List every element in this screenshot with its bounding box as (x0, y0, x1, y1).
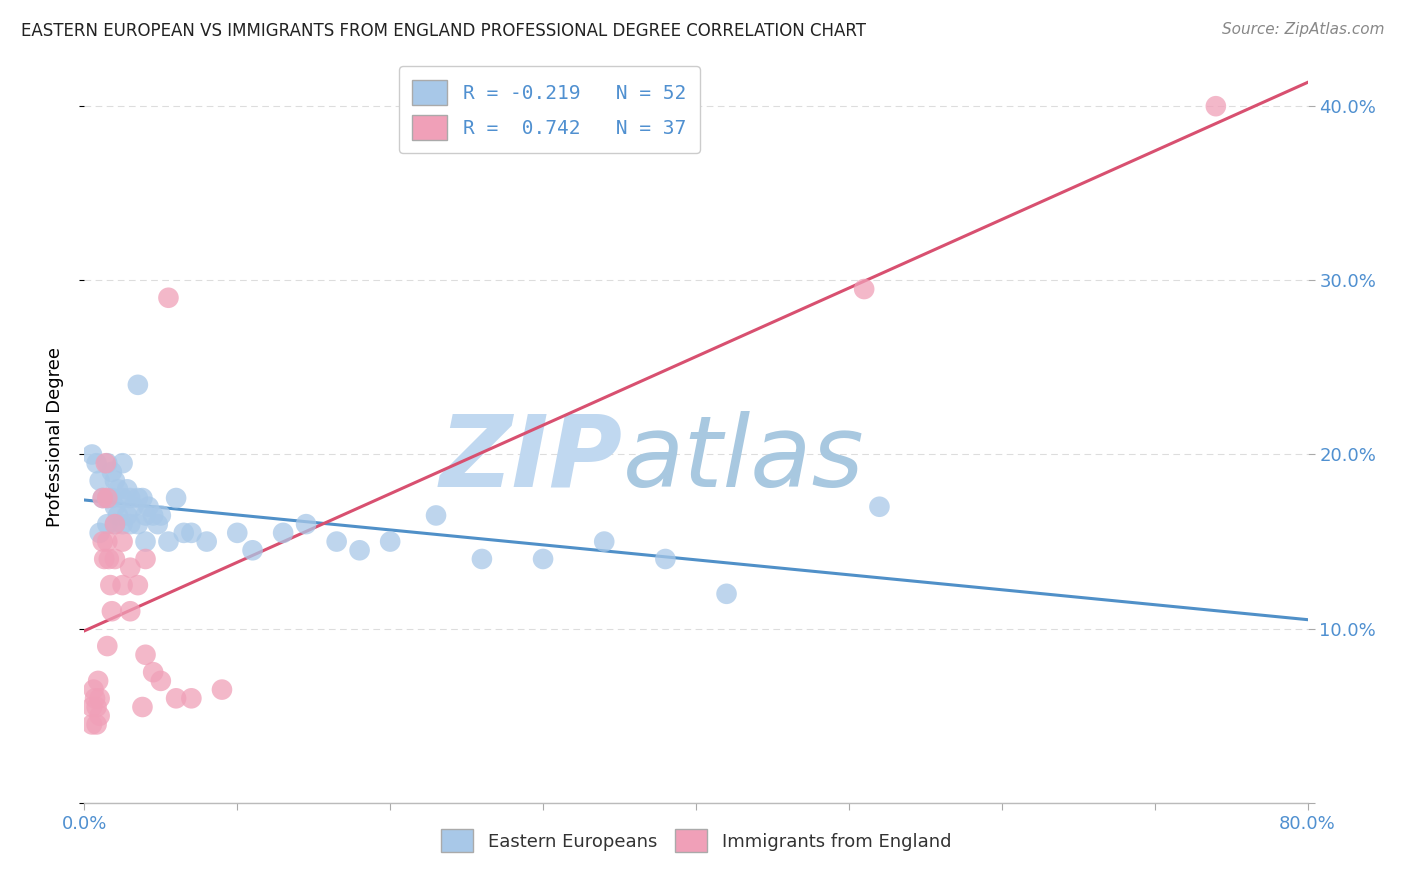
Point (853, 282, 876, 296)
Point (94, 456, 117, 470)
Point (180, 525, 202, 540)
Point (325, 534, 347, 549)
Point (104, 517, 127, 532)
Point (96, 639, 118, 653)
Point (115, 508, 138, 523)
Point (101, 491, 124, 505)
Point (101, 604, 124, 618)
Point (89, 708, 111, 723)
Point (89, 691, 111, 706)
Point (111, 491, 134, 505)
Point (157, 534, 180, 549)
Point (107, 508, 129, 523)
Point (165, 491, 187, 505)
Point (111, 578, 134, 592)
Point (80, 448, 103, 462)
Text: EASTERN EUROPEAN VS IMMIGRANTS FROM ENGLAND PROFESSIONAL DEGREE CORRELATION CHAR: EASTERN EUROPEAN VS IMMIGRANTS FROM ENGL… (21, 22, 866, 40)
Point (97, 552, 120, 566)
Point (1205, 99, 1227, 113)
Point (91, 534, 114, 549)
Point (111, 456, 134, 470)
Point (120, 604, 142, 618)
Text: atlas: atlas (623, 410, 865, 508)
Point (111, 517, 134, 532)
Point (83, 682, 105, 697)
Point (93, 552, 115, 566)
Point (107, 483, 129, 497)
Point (96, 491, 118, 505)
Point (96, 491, 118, 505)
Point (242, 543, 264, 558)
Point (135, 648, 157, 662)
Point (380, 534, 402, 549)
Point (89, 525, 111, 540)
Point (716, 587, 738, 601)
Point (101, 465, 124, 479)
Point (654, 552, 676, 566)
Point (104, 474, 127, 488)
Y-axis label: Professional Degree: Professional Degree (45, 347, 63, 527)
Point (120, 517, 142, 532)
Point (531, 552, 554, 566)
Point (146, 517, 169, 532)
Point (349, 543, 371, 558)
Legend: Eastern Europeans, Immigrants from England: Eastern Europeans, Immigrants from Engla… (433, 822, 959, 860)
Point (138, 500, 160, 514)
Point (142, 665, 165, 680)
Point (120, 560, 142, 574)
Text: ZIP: ZIP (440, 410, 623, 508)
Point (96, 456, 118, 470)
Point (131, 700, 153, 714)
Point (195, 534, 218, 549)
Point (91, 491, 114, 505)
Point (115, 483, 138, 497)
Point (180, 691, 202, 706)
Point (80, 717, 103, 731)
Point (96, 517, 118, 532)
Point (89, 474, 111, 488)
Point (86, 717, 108, 731)
Point (104, 517, 127, 532)
Point (593, 534, 616, 549)
Point (135, 508, 157, 523)
Point (86, 700, 108, 714)
Point (96, 534, 118, 549)
Point (127, 517, 149, 532)
Point (127, 578, 149, 592)
Point (149, 508, 172, 523)
Point (149, 673, 172, 688)
Point (111, 534, 134, 549)
Point (135, 534, 157, 549)
Point (471, 552, 494, 566)
Point (98, 578, 121, 592)
Point (271, 525, 294, 540)
Point (87, 673, 110, 688)
Point (425, 508, 447, 523)
Point (142, 508, 165, 523)
Text: Source: ZipAtlas.com: Source: ZipAtlas.com (1222, 22, 1385, 37)
Point (127, 377, 149, 392)
Point (226, 525, 249, 540)
Point (135, 552, 157, 566)
Point (86, 456, 108, 470)
Point (91, 491, 114, 505)
Point (104, 552, 127, 566)
Point (104, 500, 127, 514)
Point (84, 691, 107, 706)
Point (869, 500, 891, 514)
Point (295, 517, 318, 532)
Point (165, 691, 187, 706)
Point (122, 500, 145, 514)
Point (173, 525, 195, 540)
Point (211, 682, 233, 697)
Point (157, 291, 180, 305)
Point (127, 491, 149, 505)
Point (80, 700, 103, 714)
Point (120, 491, 142, 505)
Point (131, 491, 153, 505)
